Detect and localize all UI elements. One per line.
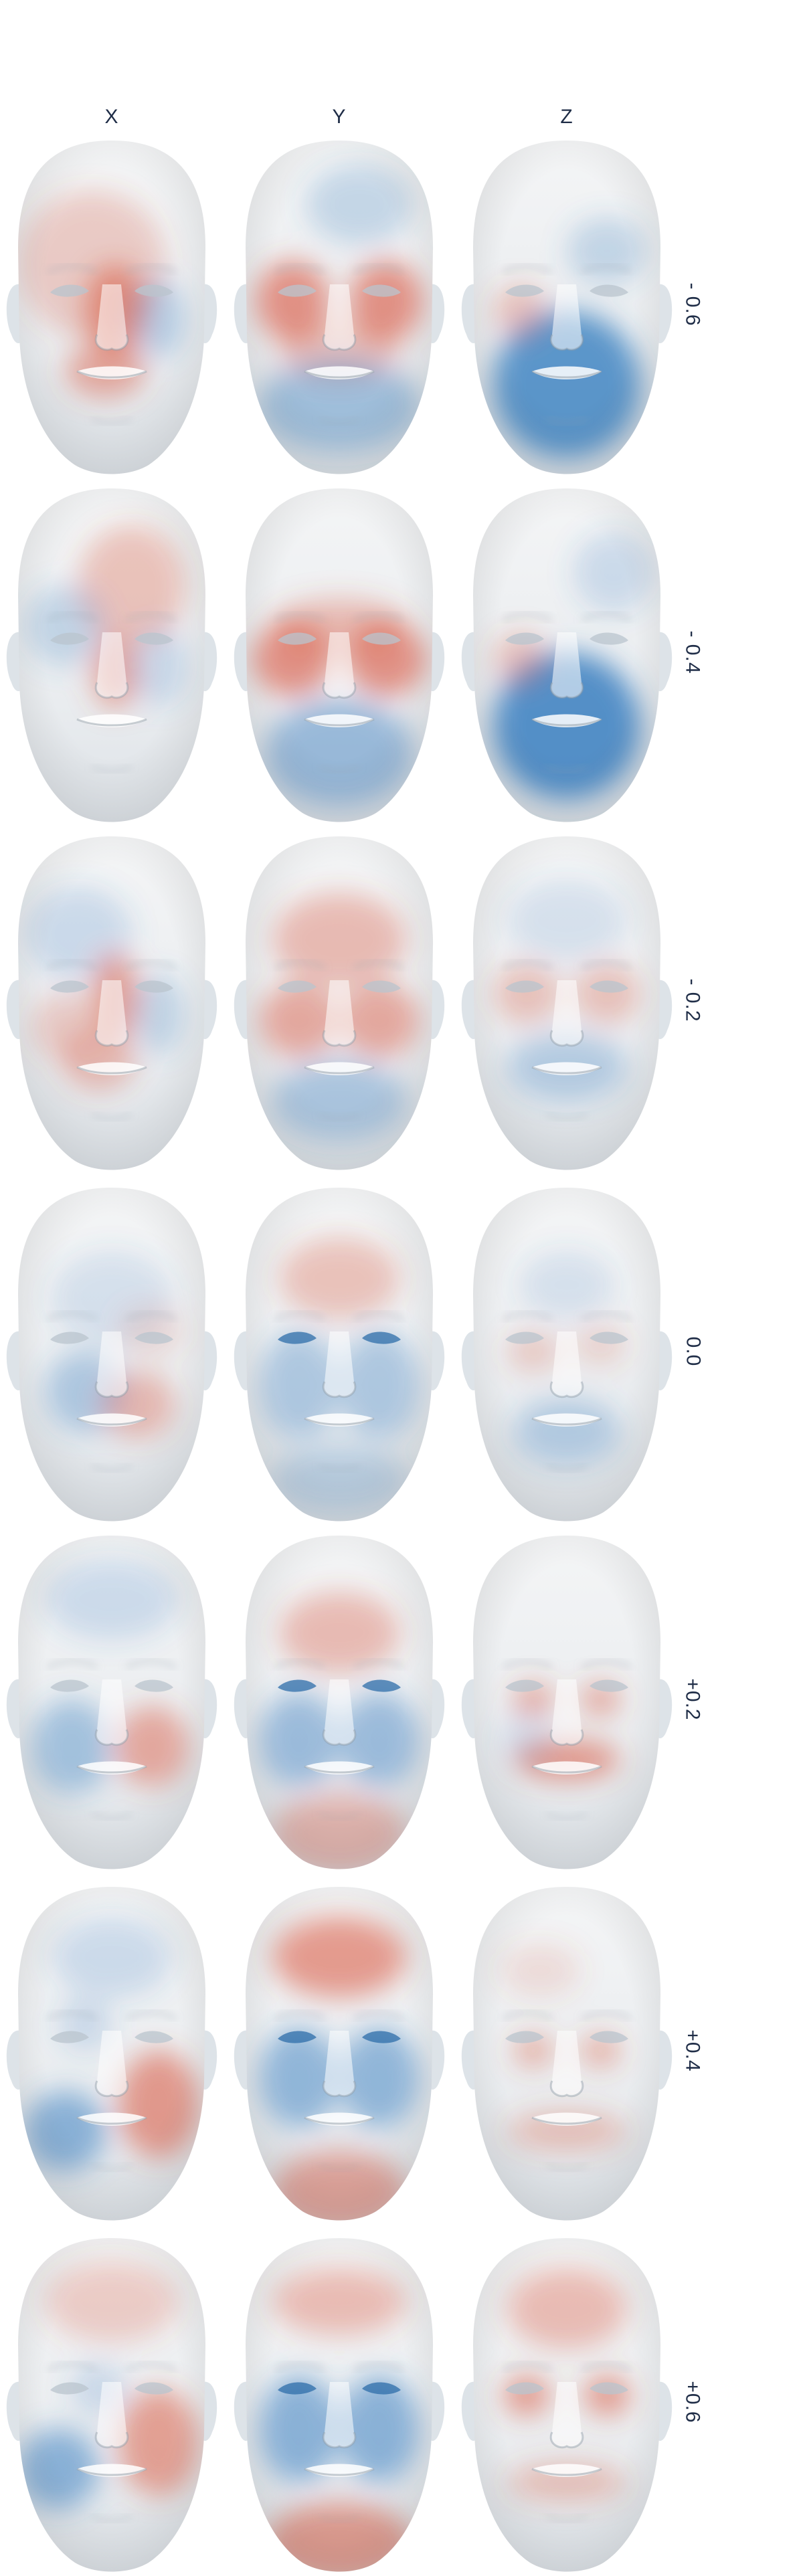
face-x-neg-0-4 — [6, 488, 217, 822]
face-x-neg-0-2 — [6, 836, 217, 1170]
face-y-pos-0-2 — [234, 1536, 445, 1869]
face-x-pos-0-6 — [6, 2238, 217, 2572]
face-y-pos-0-6 — [234, 2238, 445, 2572]
face-x-0-0 — [6, 1188, 217, 1522]
face-z-neg-0-2 — [461, 836, 673, 1170]
face-x-pos-0-4 — [6, 1887, 217, 2221]
face-x-neg-0-6 — [6, 141, 217, 474]
face-z-pos-0-4 — [461, 1887, 673, 2221]
face-z-0-0 — [461, 1188, 673, 1522]
column-header-z: Z — [560, 106, 573, 128]
face-z-pos-0-6 — [461, 2238, 673, 2572]
face-y-0-0 — [234, 1188, 445, 1522]
column-header-x: X — [104, 106, 119, 128]
face-z-neg-0-4 — [461, 488, 673, 822]
face-y-neg-0-2 — [234, 836, 445, 1170]
column-header-y: Y — [332, 106, 347, 128]
face-y-pos-0-4 — [234, 1887, 445, 2221]
face-y-neg-0-4 — [234, 488, 445, 822]
face-x-pos-0-2 — [6, 1536, 217, 1869]
face-z-pos-0-2 — [461, 1536, 673, 1869]
face-y-neg-0-6 — [234, 141, 445, 474]
face-z-neg-0-6 — [461, 141, 673, 474]
